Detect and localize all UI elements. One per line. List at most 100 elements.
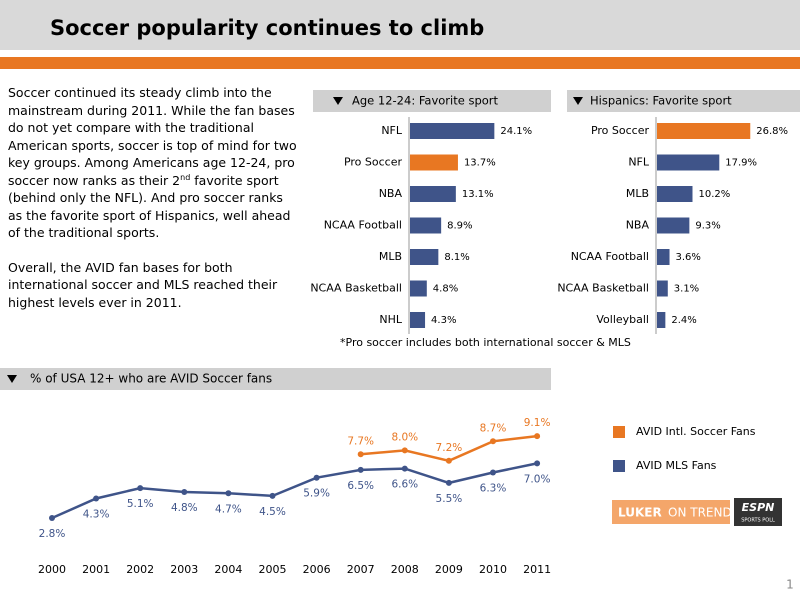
title-bar xyxy=(0,0,800,50)
paragraph: Soccer continued its steady climb into t… xyxy=(8,84,300,242)
page-number: 1 xyxy=(786,578,794,592)
data-point xyxy=(445,457,452,464)
x-tick-label: 2009 xyxy=(435,563,463,576)
bar xyxy=(410,217,442,234)
bar xyxy=(657,312,666,328)
x-tick-label: 2005 xyxy=(259,563,287,576)
value-label: 24.1% xyxy=(500,126,532,137)
value-label: 4.3% xyxy=(83,509,110,521)
category-label: Volleyball xyxy=(596,313,649,326)
x-tick-label: 2010 xyxy=(479,563,507,576)
bar xyxy=(657,123,751,139)
value-label: 5.5% xyxy=(436,493,463,505)
data-point xyxy=(490,469,496,476)
legend-swatch xyxy=(613,460,625,472)
value-label: 8.0% xyxy=(391,431,418,443)
value-label: 7.0% xyxy=(524,473,551,485)
text-run: nd xyxy=(180,172,191,182)
legend-label: AVID Intl. Soccer Fans xyxy=(636,425,756,438)
value-label: 8.9% xyxy=(447,221,472,232)
value-label: 6.5% xyxy=(347,480,374,492)
category-label: Pro Soccer xyxy=(591,124,650,137)
value-label: 9.3% xyxy=(695,221,720,232)
category-label: NBA xyxy=(626,219,650,232)
triangle-icon xyxy=(7,375,17,383)
data-point xyxy=(401,465,408,472)
data-point xyxy=(490,438,496,445)
logo-box xyxy=(612,500,730,524)
x-tick-label: 2001 xyxy=(82,563,110,576)
paragraph: Overall, the AVID fan bases for both int… xyxy=(8,259,300,312)
text-run: favorite sport (behind only the NFL). An… xyxy=(8,172,291,241)
logo-text: ON TRENDS xyxy=(668,506,739,520)
value-label: 7.2% xyxy=(436,442,463,454)
category-label: NCAA Football xyxy=(324,219,402,232)
data-point xyxy=(137,485,144,492)
bar xyxy=(410,280,427,297)
footnote: *Pro soccer includes both international … xyxy=(340,336,631,349)
logo-text: ESPN xyxy=(742,501,775,514)
x-tick-label: 2003 xyxy=(170,563,198,576)
category-label: NHL xyxy=(379,313,403,326)
data-point xyxy=(313,474,320,481)
logo-text: SPORTS POLL xyxy=(741,518,775,524)
category-label: NFL xyxy=(381,124,403,137)
value-label: 5.1% xyxy=(127,498,154,510)
section-title: Hispanics: Favorite sport xyxy=(590,94,732,108)
data-point xyxy=(357,466,364,473)
value-label: 4.8% xyxy=(433,284,458,295)
category-label: MLB xyxy=(379,250,402,263)
text-run: Overall, the AVID fan bases for both int… xyxy=(8,259,278,310)
category-label: MLB xyxy=(626,187,649,200)
data-point xyxy=(445,479,452,486)
value-label: 3.6% xyxy=(676,252,701,263)
data-point xyxy=(534,433,541,440)
category-label: NFL xyxy=(628,156,650,169)
value-label: 3.1% xyxy=(674,284,699,295)
section-title: % of USA 12+ who are AVID Soccer fans xyxy=(30,372,272,386)
triangle-icon xyxy=(573,97,583,105)
value-label: 8.7% xyxy=(480,422,507,434)
value-label: 13.1% xyxy=(462,189,494,200)
category-label: NCAA Basketball xyxy=(310,282,402,295)
value-label: 9.1% xyxy=(524,417,551,429)
bar xyxy=(410,123,495,139)
legend-swatch xyxy=(613,426,625,438)
data-point xyxy=(49,515,55,521)
section-bar xyxy=(313,90,551,112)
series-line xyxy=(51,462,538,520)
value-label: 6.3% xyxy=(480,483,507,495)
category-label: Pro Soccer xyxy=(344,156,403,169)
bar xyxy=(657,186,693,202)
legend-label: AVID MLS Fans xyxy=(636,459,717,472)
x-tick-label: 2008 xyxy=(391,563,419,576)
data-point xyxy=(93,495,100,502)
slide-title: Soccer popularity continues to climb xyxy=(50,16,484,40)
body-text: Soccer continued its steady climb into t… xyxy=(8,84,300,328)
x-tick-label: 2000 xyxy=(38,563,66,576)
bar xyxy=(410,249,439,265)
logo-box xyxy=(734,498,782,526)
x-tick-label: 2007 xyxy=(347,563,375,576)
value-label: 4.3% xyxy=(431,315,456,326)
value-label: 10.2% xyxy=(698,189,730,200)
value-label: 5.9% xyxy=(303,488,330,500)
category-label: NBA xyxy=(379,187,403,200)
data-point xyxy=(181,489,188,495)
section-title: Age 12-24: Favorite sport xyxy=(352,94,499,108)
value-label: 7.7% xyxy=(347,435,374,447)
value-label: 4.7% xyxy=(215,503,242,515)
accent-stripe xyxy=(0,57,800,69)
data-point xyxy=(357,451,364,458)
bar xyxy=(657,280,668,297)
data-point xyxy=(401,447,408,454)
category-label: NCAA Basketball xyxy=(557,282,649,295)
data-point xyxy=(225,490,232,497)
bar xyxy=(410,154,458,171)
value-label: 26.8% xyxy=(756,126,788,137)
value-label: 2.4% xyxy=(671,315,696,326)
bar xyxy=(657,249,670,265)
data-point xyxy=(534,460,541,467)
bar xyxy=(657,217,690,234)
